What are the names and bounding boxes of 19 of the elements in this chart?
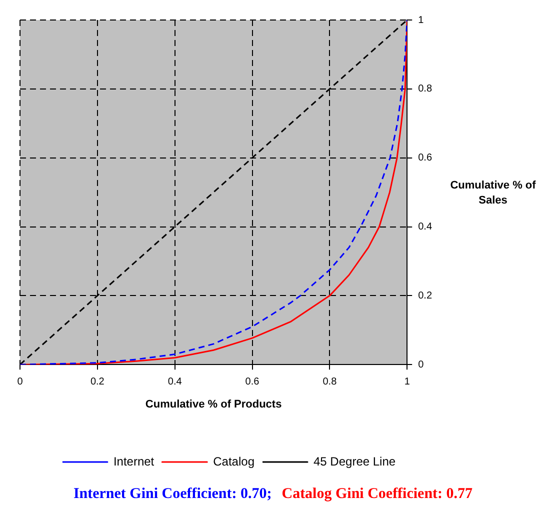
x-tick-label: 0: [17, 376, 24, 388]
x-tick-label: 1: [404, 376, 410, 388]
x-tick-label: 0.8: [322, 376, 338, 388]
text: Internet Gini Coefficient: 0.70;: [73, 486, 272, 502]
y-tick-label: 0.6: [418, 152, 432, 164]
x-tick-label: 0.4: [168, 376, 182, 388]
legend-label: 45 Degree Line: [313, 454, 396, 468]
x-tick-label: 0.2: [90, 376, 105, 388]
legend-label: Internet: [113, 454, 155, 468]
y-tick-label: 0.4: [418, 222, 432, 233]
y-tick-label: 0.8: [418, 84, 432, 95]
y-axis-title: Cumulative % of Sales: [450, 179, 536, 206]
y-tick-label: 1: [418, 14, 424, 26]
x-tick-label: 0.6: [245, 376, 260, 388]
text: Catalog Gini Coefficient: 0.77: [282, 486, 473, 502]
x-axis-title: Cumulative % of Products: [145, 398, 282, 411]
y-tick-label: 0.2: [418, 290, 432, 302]
legend-label: Catalog: [213, 454, 255, 468]
y-tick-label: 0: [418, 359, 424, 370]
